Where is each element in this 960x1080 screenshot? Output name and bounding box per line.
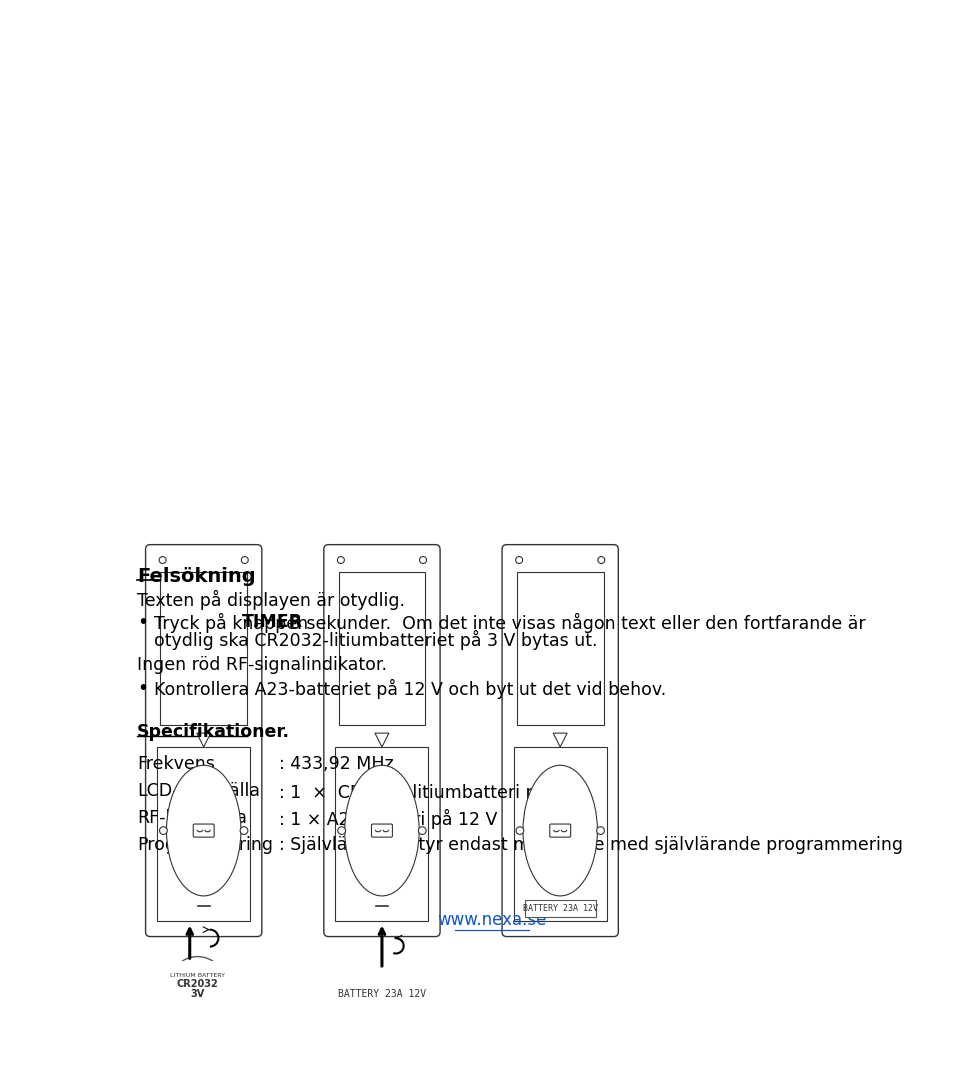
Bar: [514, 747, 607, 921]
Text: otydlig ska CR2032-litiumbatteriet på 3 V bytas ut.: otydlig ska CR2032-litiumbatteriet på 3 …: [155, 630, 597, 650]
Circle shape: [516, 556, 522, 564]
Text: LCD-kraftkälla: LCD-kraftkälla: [137, 782, 260, 800]
Circle shape: [240, 826, 248, 835]
Circle shape: [420, 556, 426, 564]
Text: LITHIUM BATTERY: LITHIUM BATTERY: [170, 973, 225, 977]
Text: i 3 sekunder.  Om det inte visas någon text eller den fortfarande är: i 3 sekunder. Om det inte visas någon te…: [274, 613, 866, 633]
Text: : 1  ×  CR2032-litiumbatteri på 3 V: : 1 × CR2032-litiumbatteri på 3 V: [278, 782, 581, 802]
Bar: [516, 572, 604, 726]
Circle shape: [516, 826, 524, 835]
Text: Felsökning: Felsökning: [137, 567, 255, 586]
Text: CR2032: CR2032: [177, 980, 218, 989]
Text: •: •: [137, 613, 148, 632]
FancyBboxPatch shape: [502, 544, 618, 936]
Bar: [157, 747, 251, 921]
Text: 3V: 3V: [190, 988, 204, 999]
Ellipse shape: [345, 766, 420, 896]
Text: Texten på displayen är otydlig.: Texten på displayen är otydlig.: [137, 590, 405, 610]
Polygon shape: [553, 733, 567, 747]
FancyBboxPatch shape: [193, 824, 214, 837]
FancyBboxPatch shape: [146, 544, 262, 936]
Circle shape: [159, 826, 167, 835]
FancyBboxPatch shape: [372, 824, 393, 837]
Bar: [524, 901, 596, 917]
Text: : 433,92 MHz: : 433,92 MHz: [278, 755, 394, 773]
Bar: [342, 983, 422, 1004]
Text: Frekvens: Frekvens: [137, 755, 215, 773]
Text: TIMER: TIMER: [242, 613, 302, 631]
Text: Ingen röd RF-signalindikator.: Ingen röd RF-signalindikator.: [137, 657, 387, 674]
Circle shape: [598, 556, 605, 564]
Text: Programmering: Programmering: [137, 836, 273, 853]
Circle shape: [337, 556, 345, 564]
Circle shape: [170, 957, 226, 1012]
Ellipse shape: [523, 766, 597, 896]
Polygon shape: [375, 733, 389, 747]
Circle shape: [159, 556, 166, 564]
Polygon shape: [197, 733, 210, 747]
Text: RF-kraftkälla: RF-kraftkälla: [137, 809, 247, 827]
Text: BATTERY 23A 12V: BATTERY 23A 12V: [522, 904, 598, 914]
Bar: [335, 747, 428, 921]
Text: •: •: [137, 679, 148, 698]
Text: : Självlärande, styr endast mottagare med självlärande programmering: : Självlärande, styr endast mottagare me…: [278, 836, 902, 853]
Bar: [160, 572, 247, 726]
Circle shape: [241, 556, 249, 564]
Text: www.nexa.se: www.nexa.se: [438, 910, 546, 929]
Text: Tryck på knappen: Tryck på knappen: [155, 613, 314, 633]
Circle shape: [419, 826, 426, 835]
FancyBboxPatch shape: [550, 824, 570, 837]
Bar: [339, 572, 425, 726]
Text: Kontrollera A23-batteriet på 12 V och byt ut det vid behov.: Kontrollera A23-batteriet på 12 V och by…: [155, 679, 666, 699]
FancyBboxPatch shape: [324, 544, 440, 936]
Text: BATTERY 23A 12V: BATTERY 23A 12V: [338, 988, 426, 999]
Circle shape: [338, 826, 346, 835]
Text: Specifikationer.: Specifikationer.: [137, 723, 290, 741]
Circle shape: [596, 826, 605, 835]
Ellipse shape: [166, 766, 241, 896]
Text: : 1 × A23-batteri på 12 V: : 1 × A23-batteri på 12 V: [278, 809, 497, 828]
